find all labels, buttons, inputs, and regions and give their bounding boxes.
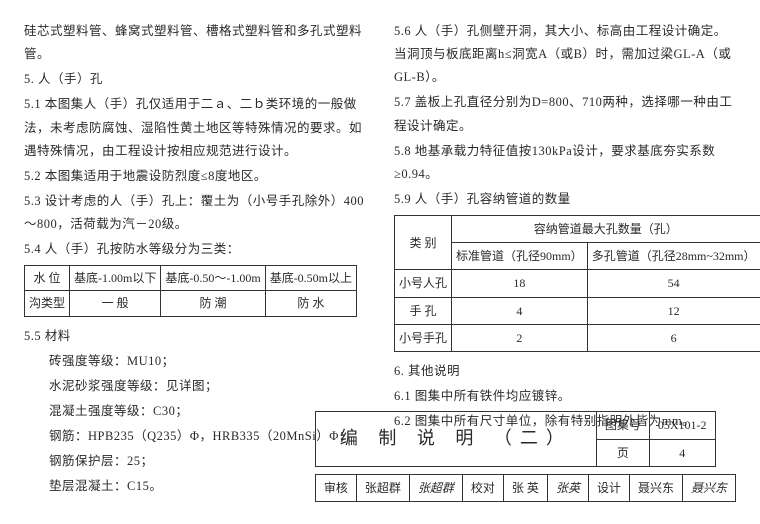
design-name: 聂兴东	[629, 474, 682, 501]
check-name: 张 英	[503, 474, 547, 501]
check-label: 校对	[462, 474, 503, 501]
set-value: 05X101-2	[649, 412, 715, 439]
para-5-6: 5.6 人（手）孔侧壁开洞，其大小、标高由工程设计确定。当洞顶与板底距离h≤洞宽…	[394, 20, 736, 89]
cell-capacity-header: 容纳管道最大孔数量（孔）	[452, 216, 760, 243]
cell-val: 6	[587, 324, 760, 351]
table-row: 手 孔 4 12	[395, 297, 760, 324]
para-5-8: 5.8 地基承载力特征值按130kPa设计，要求基底夯实系数≥0.94。	[394, 140, 736, 186]
para-5-7: 5.7 盖板上孔直径分别为D=800、710两种，选择哪一种由工程设计确定。	[394, 91, 736, 137]
cell-val: 54	[587, 270, 760, 297]
cell-water-level: 水 位	[25, 266, 70, 291]
table-row: 类 别 容纳管道最大孔数量（孔）	[395, 216, 760, 243]
cell-std-header: 标准管道（孔径90mm）	[452, 243, 588, 270]
para-5-9: 5.9 人（手）孔容纳管道的数量	[394, 188, 736, 211]
para-5-4: 5.4 人（手）孔按防水等级分为三类：	[24, 238, 366, 261]
para-5-5: 5.5 材料	[24, 325, 366, 348]
table-row: 小号手孔 2 6	[395, 324, 760, 351]
para-5-1: 5.1 本图集人（手）孔仅适用于二ａ、二ｂ类环境的一般做法，未考虑防腐蚀、湿陷性…	[24, 93, 366, 162]
cell-small-handhole: 小号手孔	[395, 324, 452, 351]
cell-base-1: 基底-1.00m以下	[70, 266, 161, 291]
cell-waterproof: 防 水	[265, 291, 356, 316]
cell-val: 12	[587, 297, 760, 324]
cell-base-2: 基底-0.50～-1.00m	[161, 266, 265, 291]
table-row: 编 制 说 明 （二） 图集号 05X101-2	[315, 412, 715, 439]
review-label: 审核	[315, 474, 356, 501]
pipe-capacity-table: 类 别 容纳管道最大孔数量（孔） 标准管道（孔径90mm） 多孔管道（孔径28m…	[394, 215, 760, 352]
cell-type-header: 类 别	[395, 216, 452, 270]
table-row: 水 位 基底-1.00m以下 基底-0.50～-1.00m 基底-0.50m以上	[25, 266, 357, 291]
para-pipe-types: 硅芯式塑料管、蜂窝式塑料管、槽格式塑料管和多孔式塑料管。	[24, 20, 366, 66]
cell-multi-header: 多孔管道（孔径28mm~32mm）	[587, 243, 760, 270]
page-label: 页	[596, 439, 649, 466]
page-value: 4	[649, 439, 715, 466]
table-row: 审核 张超群 张超群 校对 张 英 张英 设计 聂兴东 聂兴东	[315, 474, 735, 501]
title-block: 编 制 说 明 （二） 图集号 05X101-2 页 4 审核 张超群 张超群 …	[315, 407, 736, 510]
table-row: 小号人孔 18 54	[395, 270, 760, 297]
review-sig: 张超群	[409, 474, 462, 501]
cell-val: 18	[452, 270, 588, 297]
cell-base-3: 基底-0.50m以上	[265, 266, 356, 291]
review-name: 张超群	[356, 474, 409, 501]
cell-val: 2	[452, 324, 588, 351]
cell-general: 一 般	[70, 291, 161, 316]
set-label: 图集号	[596, 412, 649, 439]
material-brick: 砖强度等级：MU10；	[24, 350, 366, 373]
design-label: 设计	[588, 474, 629, 501]
para-6-1: 6.1 图集中所有铁件均应镀锌。	[394, 385, 736, 408]
material-mortar: 水泥砂浆强度等级：见详图；	[24, 375, 366, 398]
water-level-table: 水 位 基底-1.00m以下 基底-0.50～-1.00m 基底-0.50m以上…	[24, 265, 357, 316]
cell-handhole: 手 孔	[395, 297, 452, 324]
para-5-3: 5.3 设计考虑的人（手）孔上：覆土为（小号手孔除外）400～800，活荷载为汽…	[24, 190, 366, 236]
heading-6: 6. 其他说明	[394, 360, 736, 383]
design-sig: 聂兴东	[682, 474, 735, 501]
check-sig: 张英	[547, 474, 588, 501]
para-5-2: 5.2 本图集适用于地震设防烈度≤8度地区。	[24, 165, 366, 188]
cell-val: 4	[452, 297, 588, 324]
table-row: 沟类型 一 般 防 潮 防 水	[25, 291, 357, 316]
cell-small-manhole: 小号人孔	[395, 270, 452, 297]
heading-5: 5. 人（手）孔	[24, 68, 366, 91]
cell-type: 沟类型	[25, 291, 70, 316]
cell-moisture: 防 潮	[161, 291, 265, 316]
sheet-title: 编 制 说 明 （二）	[315, 412, 596, 466]
